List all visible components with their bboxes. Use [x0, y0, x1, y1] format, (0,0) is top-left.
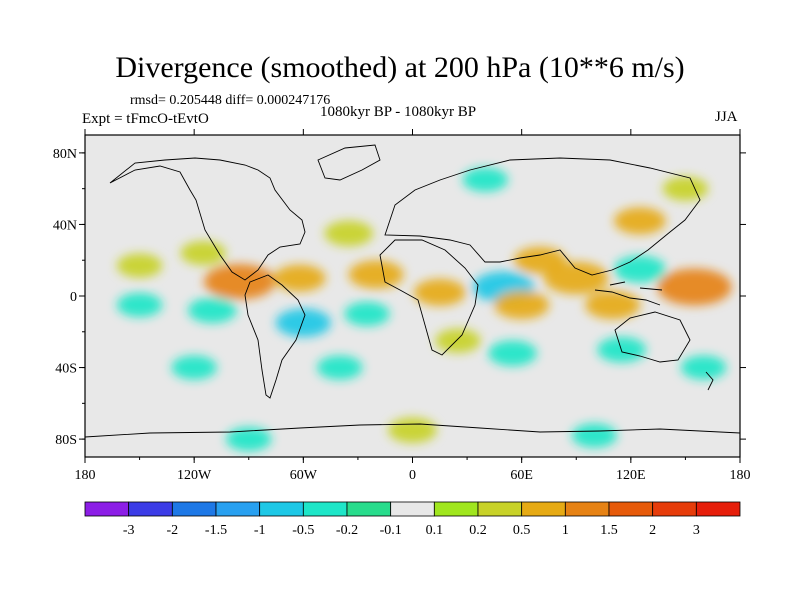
colorbar-swatch-12	[608, 501, 654, 517]
colorbar-label: 3	[693, 523, 700, 538]
coastlines	[85, 144, 740, 438]
colorbar: -3 -2 -1.5 -1 -0.5 -0.2 -0.1 0.1 0.2 0.5 1 1.5 2 3	[84, 501, 741, 538]
chart-title: Divergence (smoothed) at 200 hPa (10**6 …	[115, 51, 685, 84]
colorbar-swatch-1	[128, 501, 173, 517]
colorbar-swatch-4	[259, 501, 304, 517]
field-cell-6	[275, 308, 331, 338]
x-tick-label: 120W	[177, 468, 212, 483]
field-cell-20	[657, 268, 732, 306]
colorbar-label: -0.1	[380, 523, 402, 538]
y-tick-label: 40N	[53, 218, 77, 233]
field-cell-12	[435, 328, 481, 353]
stats-label: rmsd= 0.205448 diff= 0.000247176	[130, 93, 331, 108]
coast-eurasia	[384, 157, 701, 276]
field-cell-25	[462, 167, 509, 192]
colorbar-swatch-13	[652, 501, 697, 517]
colorbar-label: -0.5	[292, 523, 314, 538]
colorbar-label: -1.5	[205, 523, 227, 538]
field-cell-15	[488, 340, 537, 367]
coast-new-zealand	[705, 371, 714, 391]
coast-south-america	[244, 274, 306, 399]
colorbar-swatch-9	[477, 501, 523, 517]
colorbar-swatch-10	[521, 501, 566, 517]
colorbar-swatch-7	[390, 501, 435, 517]
colorbar-label: -2	[166, 523, 178, 538]
colorbar-label: -1	[254, 523, 266, 538]
colorbar-label: 0.2	[469, 523, 487, 538]
field-cell-10	[316, 355, 363, 380]
coast-north-america	[109, 157, 306, 281]
y-tick-label: 80S	[55, 433, 77, 448]
season-label: JJA	[715, 109, 738, 125]
field-cell-0	[116, 253, 163, 278]
field-cell-11	[413, 278, 466, 306]
field-cell-7	[344, 301, 390, 326]
x-tick-label: 0	[409, 468, 416, 483]
x-tick-label: 120E	[616, 468, 646, 483]
field-cell-2	[204, 263, 276, 300]
field-cell-18	[585, 290, 641, 320]
field-cell-19	[613, 255, 666, 283]
colorbar-label: 1.5	[600, 523, 618, 538]
colorbar-label: -3	[123, 523, 135, 538]
colorbar-swatch-11	[564, 501, 610, 517]
x-tick-label: 180	[730, 468, 751, 483]
colorbar-label: 0.1	[426, 523, 444, 538]
field-cell-23	[680, 355, 727, 380]
field-cell-17	[543, 261, 609, 295]
colorbar-swatch-8	[433, 501, 479, 517]
field-cell-29	[225, 427, 272, 452]
field-cell-22	[597, 336, 647, 363]
colorbar-swatch-5	[302, 501, 348, 517]
colorbar-label: -0.2	[336, 523, 358, 538]
colorbar-label: 0.5	[513, 523, 531, 538]
coast-africa	[379, 239, 479, 356]
field-cell-8	[348, 260, 404, 289]
coast-antarctica	[85, 423, 740, 438]
field-cell-4	[187, 297, 237, 324]
field-cell-28	[571, 423, 618, 448]
y-tick-label: 0	[70, 290, 77, 305]
x-tick-label: 180	[75, 468, 96, 483]
colorbar-label: 2	[649, 523, 656, 538]
x-tick-label: 60E	[510, 468, 533, 483]
y-tick-label: 80N	[53, 147, 77, 162]
field-cell-9	[324, 220, 374, 247]
divergence-field	[116, 167, 732, 452]
x-tick-label: 60W	[290, 468, 318, 483]
coast-greenland	[317, 144, 381, 181]
y-tick-label: 40S	[55, 362, 77, 377]
map-axes: 180 120W 60W 0 60E 120E 180 80N 40N 0 40S 80S	[53, 129, 751, 483]
coast-australia	[614, 311, 691, 363]
field-cell-26	[662, 176, 709, 201]
field-cell-1	[180, 240, 227, 266]
field-cell-3	[273, 264, 326, 292]
colorbar-swatch-0	[84, 501, 130, 517]
map-background	[85, 135, 740, 457]
colorbar-swatch-6	[346, 501, 392, 517]
field-cell-14	[494, 290, 550, 320]
field-cell-24	[171, 355, 217, 380]
colorbar-swatch-14	[695, 501, 741, 517]
coast-indonesia	[594, 281, 663, 306]
field-cell-5	[116, 292, 163, 318]
period-label: 1080kyr BP - 1080kyr BP	[320, 104, 477, 120]
colorbar-swatch-3	[215, 501, 261, 517]
field-cell-21	[613, 207, 666, 235]
expt-label: Expt = tFmcO-tEvtO	[82, 111, 209, 127]
field-cell-27	[388, 417, 437, 443]
colorbar-swatch-2	[171, 501, 217, 517]
colorbar-label: 1	[562, 523, 569, 538]
